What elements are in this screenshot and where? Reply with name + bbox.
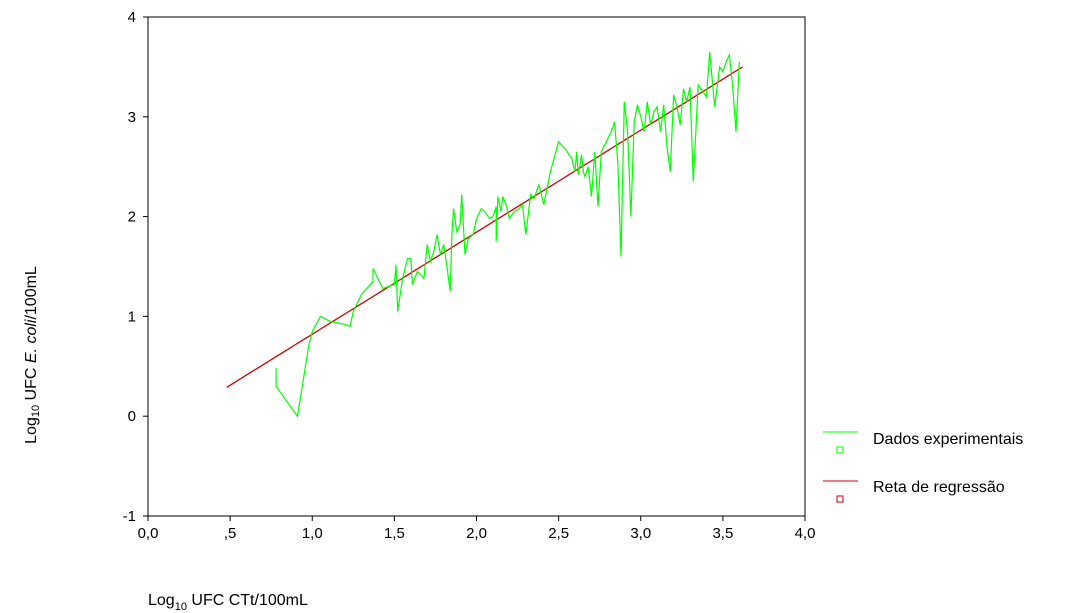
x-tick-label: ,5 <box>224 525 237 542</box>
legend: Dados experimentais Reta de regressão <box>823 431 1023 503</box>
y-axis-title-main: Log <box>23 417 40 444</box>
x-axis-title-main: Log <box>148 592 175 609</box>
legend-marker-regression <box>836 495 844 503</box>
y-axis-title: Log10 UFC E. coli/100mL <box>23 266 42 444</box>
y-axis-title-rest: UFC <box>23 363 40 405</box>
x-axis-ticks: 0,0 ,5 1,0 1,5 2,0 2,5 3,0 3,5 4,0 <box>138 516 816 542</box>
y-axis-title-end: /100mL <box>23 266 40 319</box>
y-tick-label: 3 <box>128 109 136 126</box>
legend-marker-experimental <box>836 446 844 454</box>
x-axis-title-rest: UFC CTt/100mL <box>187 592 308 609</box>
x-tick-label: 3,5 <box>712 525 733 542</box>
legend-label-experimental: Dados experimentais <box>873 431 1023 448</box>
x-axis-title-subscript: 10 <box>175 601 187 613</box>
y-axis-title-italic: E. coli <box>23 319 40 363</box>
series-line-experimental <box>275 51 740 418</box>
y-tick-label: 0 <box>128 408 136 425</box>
y-axis-ticks: -1 0 1 2 3 4 <box>123 9 148 525</box>
y-tick-label: 2 <box>128 209 136 226</box>
x-tick-label: 1,0 <box>302 525 323 542</box>
x-tick-label: 2,0 <box>466 525 487 542</box>
x-axis-title: Log10 UFC CTt/100mL <box>148 592 308 613</box>
y-tick-label: 1 <box>128 308 136 325</box>
x-tick-label: 3,0 <box>630 525 651 542</box>
x-tick-label: 4,0 <box>795 525 816 542</box>
x-tick-label: 1,5 <box>384 525 405 542</box>
legend-label-regression: Reta de regressão <box>873 479 1005 496</box>
series-layer <box>226 51 743 418</box>
y-tick-label: 4 <box>128 9 136 26</box>
series-line-regression <box>226 66 743 388</box>
y-axis-title-subscript: 10 <box>30 405 42 417</box>
y-tick-label: -1 <box>123 508 136 525</box>
x-tick-label: 2,5 <box>548 525 569 542</box>
x-tick-label: 0,0 <box>138 525 159 542</box>
